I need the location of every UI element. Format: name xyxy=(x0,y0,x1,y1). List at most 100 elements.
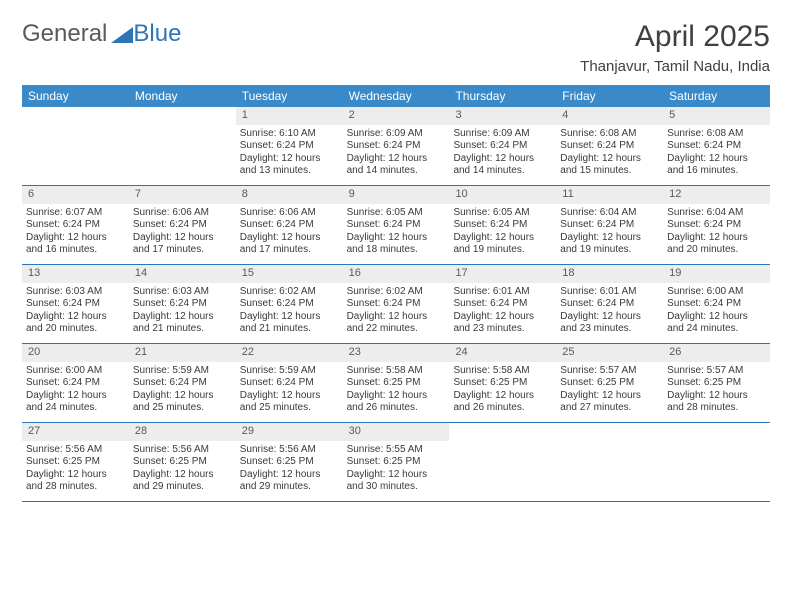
calendar-week-row: 13Sunrise: 6:03 AMSunset: 6:24 PMDayligh… xyxy=(22,265,770,344)
location-label: Thanjavur, Tamil Nadu, India xyxy=(580,58,770,75)
daylight-line: Daylight: 12 hours and 17 minutes. xyxy=(240,232,339,257)
sunrise-line: Sunrise: 6:09 AM xyxy=(453,128,552,141)
daylight-line: Daylight: 12 hours and 22 minutes. xyxy=(347,311,446,336)
day-body: Sunrise: 6:06 AMSunset: 6:24 PMDaylight:… xyxy=(240,207,339,257)
day-body: Sunrise: 5:58 AMSunset: 6:25 PMDaylight:… xyxy=(347,365,446,415)
calendar-day-cell: . xyxy=(556,423,663,501)
daylight-line: Daylight: 12 hours and 28 minutes. xyxy=(667,390,766,415)
sunset-line: Sunset: 6:25 PM xyxy=(133,456,232,469)
sunrise-line: Sunrise: 6:00 AM xyxy=(26,365,125,378)
daylight-line: Daylight: 12 hours and 20 minutes. xyxy=(26,311,125,336)
day-number: 4 xyxy=(556,107,663,125)
daylight-line: Daylight: 12 hours and 15 minutes. xyxy=(560,153,659,178)
day-number: 14 xyxy=(129,265,236,283)
sunrise-line: Sunrise: 6:01 AM xyxy=(560,286,659,299)
calendar-day-cell: 12Sunrise: 6:04 AMSunset: 6:24 PMDayligh… xyxy=(663,186,770,264)
day-number: 15 xyxy=(236,265,343,283)
sunset-line: Sunset: 6:24 PM xyxy=(133,219,232,232)
sunset-line: Sunset: 6:24 PM xyxy=(347,298,446,311)
day-body: Sunrise: 5:57 AMSunset: 6:25 PMDaylight:… xyxy=(560,365,659,415)
sunrise-line: Sunrise: 5:59 AM xyxy=(133,365,232,378)
day-number: 30 xyxy=(343,423,450,441)
day-number: 26 xyxy=(663,344,770,362)
day-number: 20 xyxy=(22,344,129,362)
calendar-day-cell: 7 Sunrise: 6:06 AMSunset: 6:24 PMDaylight… xyxy=(129,186,236,264)
daylight-line: Daylight: 12 hours and 14 minutes. xyxy=(453,153,552,178)
daylight-line: Daylight: 12 hours and 16 minutes. xyxy=(667,153,766,178)
calendar-day-cell: 8 Sunrise: 6:06 AMSunset: 6:24 PMDaylight… xyxy=(236,186,343,264)
day-number: 12 xyxy=(663,186,770,204)
day-body: Sunrise: 6:02 AMSunset: 6:24 PMDaylight:… xyxy=(347,286,446,336)
day-body: Sunrise: 5:59 AMSunset: 6:24 PMDaylight:… xyxy=(240,365,339,415)
calendar-day-cell: 21Sunrise: 5:59 AMSunset: 6:24 PMDayligh… xyxy=(129,344,236,422)
sunset-line: Sunset: 6:24 PM xyxy=(133,298,232,311)
daylight-line: Daylight: 12 hours and 21 minutes. xyxy=(133,311,232,336)
calendar-day-cell: 29Sunrise: 5:56 AMSunset: 6:25 PMDayligh… xyxy=(236,423,343,501)
day-number: 10 xyxy=(449,186,556,204)
day-number: 23 xyxy=(343,344,450,362)
calendar-day-cell: 5Sunrise: 6:08 AMSunset: 6:24 PMDaylight… xyxy=(663,107,770,185)
sunset-line: Sunset: 6:24 PM xyxy=(667,140,766,153)
sunset-line: Sunset: 6:24 PM xyxy=(560,298,659,311)
day-body: Sunrise: 6:08 AMSunset: 6:24 PMDaylight:… xyxy=(560,128,659,178)
logo: General Blue xyxy=(22,20,181,48)
day-number: 11 xyxy=(556,186,663,204)
calendar-day-cell: 6Sunrise: 6:07 AMSunset: 6:24 PMDaylight… xyxy=(22,186,129,264)
day-body: Sunrise: 6:01 AMSunset: 6:24 PMDaylight:… xyxy=(453,286,552,336)
daylight-line: Daylight: 12 hours and 24 minutes. xyxy=(26,390,125,415)
calendar-day-cell: 9Sunrise: 6:05 AMSunset: 6:24 PMDaylight… xyxy=(343,186,450,264)
sunset-line: Sunset: 6:24 PM xyxy=(240,298,339,311)
day-of-week-cell: Thursday xyxy=(449,85,556,107)
sunset-line: Sunset: 6:25 PM xyxy=(240,456,339,469)
sunset-line: Sunset: 6:24 PM xyxy=(453,219,552,232)
day-body: Sunrise: 6:00 AMSunset: 6:24 PMDaylight:… xyxy=(26,365,125,415)
day-number: 7 xyxy=(129,186,236,204)
day-body: Sunrise: 6:06 AMSunset: 6:24 PMDaylight:… xyxy=(133,207,232,257)
day-number: 24 xyxy=(449,344,556,362)
calendar-day-cell: 19Sunrise: 6:00 AMSunset: 6:24 PMDayligh… xyxy=(663,265,770,343)
day-body: Sunrise: 6:10 AMSunset: 6:24 PMDaylight:… xyxy=(240,128,339,178)
day-body: Sunrise: 5:58 AMSunset: 6:25 PMDaylight:… xyxy=(453,365,552,415)
daylight-line: Daylight: 12 hours and 28 minutes. xyxy=(26,469,125,494)
calendar-day-cell: 22 Sunrise: 5:59 AMSunset: 6:24 PMDayligh… xyxy=(236,344,343,422)
daylight-line: Daylight: 12 hours and 21 minutes. xyxy=(240,311,339,336)
calendar-day-cell: . xyxy=(22,107,129,185)
sunset-line: Sunset: 6:24 PM xyxy=(240,377,339,390)
sunrise-line: Sunrise: 6:03 AM xyxy=(26,286,125,299)
daylight-line: Daylight: 12 hours and 17 minutes. xyxy=(133,232,232,257)
day-of-week-cell: Friday xyxy=(556,85,663,107)
day-body: Sunrise: 5:56 AMSunset: 6:25 PMDaylight:… xyxy=(240,444,339,494)
sunset-line: Sunset: 6:24 PM xyxy=(133,377,232,390)
sunset-line: Sunset: 6:24 PM xyxy=(667,219,766,232)
daylight-line: Daylight: 12 hours and 20 minutes. xyxy=(667,232,766,257)
calendar-day-cell: 3Sunrise: 6:09 AMSunset: 6:24 PMDaylight… xyxy=(449,107,556,185)
calendar-day-cell: 27Sunrise: 5:56 AMSunset: 6:25 PMDayligh… xyxy=(22,423,129,501)
calendar-week-row: ..1Sunrise: 6:10 AMSunset: 6:24 PMDaylig… xyxy=(22,107,770,186)
calendar-day-cell: 28Sunrise: 5:56 AMSunset: 6:25 PMDayligh… xyxy=(129,423,236,501)
sunset-line: Sunset: 6:25 PM xyxy=(347,377,446,390)
day-number: 22 xyxy=(236,344,343,362)
calendar-day-cell: 20 Sunrise: 6:00 AMSunset: 6:24 PMDayligh… xyxy=(22,344,129,422)
sunrise-line: Sunrise: 5:58 AM xyxy=(347,365,446,378)
day-body: Sunrise: 5:56 AMSunset: 6:25 PMDaylight:… xyxy=(133,444,232,494)
day-body: Sunrise: 6:09 AMSunset: 6:24 PMDaylight:… xyxy=(453,128,552,178)
calendar-day-cell: 17Sunrise: 6:01 AMSunset: 6:24 PMDayligh… xyxy=(449,265,556,343)
day-number: 8 xyxy=(236,186,343,204)
day-of-week-row: SundayMondayTuesdayWednesdayThursdayFrid… xyxy=(22,85,770,107)
sunrise-line: Sunrise: 6:06 AM xyxy=(133,207,232,220)
calendar-day-cell: . xyxy=(129,107,236,185)
calendar-day-cell: 18Sunrise: 6:01 AMSunset: 6:24 PMDayligh… xyxy=(556,265,663,343)
day-body: Sunrise: 6:03 AMSunset: 6:24 PMDaylight:… xyxy=(26,286,125,336)
sunrise-line: Sunrise: 5:59 AM xyxy=(240,365,339,378)
calendar-day-cell: 24 Sunrise: 5:58 AMSunset: 6:25 PMDayligh… xyxy=(449,344,556,422)
daylight-line: Daylight: 12 hours and 13 minutes. xyxy=(240,153,339,178)
calendar-day-cell: 15Sunrise: 6:02 AMSunset: 6:24 PMDayligh… xyxy=(236,265,343,343)
day-body: Sunrise: 6:04 AMSunset: 6:24 PMDaylight:… xyxy=(560,207,659,257)
day-of-week-cell: Tuesday xyxy=(236,85,343,107)
daylight-line: Daylight: 12 hours and 18 minutes. xyxy=(347,232,446,257)
day-number: 27 xyxy=(22,423,129,441)
logo-text-b: Blue xyxy=(133,20,181,48)
daylight-line: Daylight: 12 hours and 29 minutes. xyxy=(133,469,232,494)
calendar-day-cell: . xyxy=(663,423,770,501)
sunset-line: Sunset: 6:24 PM xyxy=(240,219,339,232)
